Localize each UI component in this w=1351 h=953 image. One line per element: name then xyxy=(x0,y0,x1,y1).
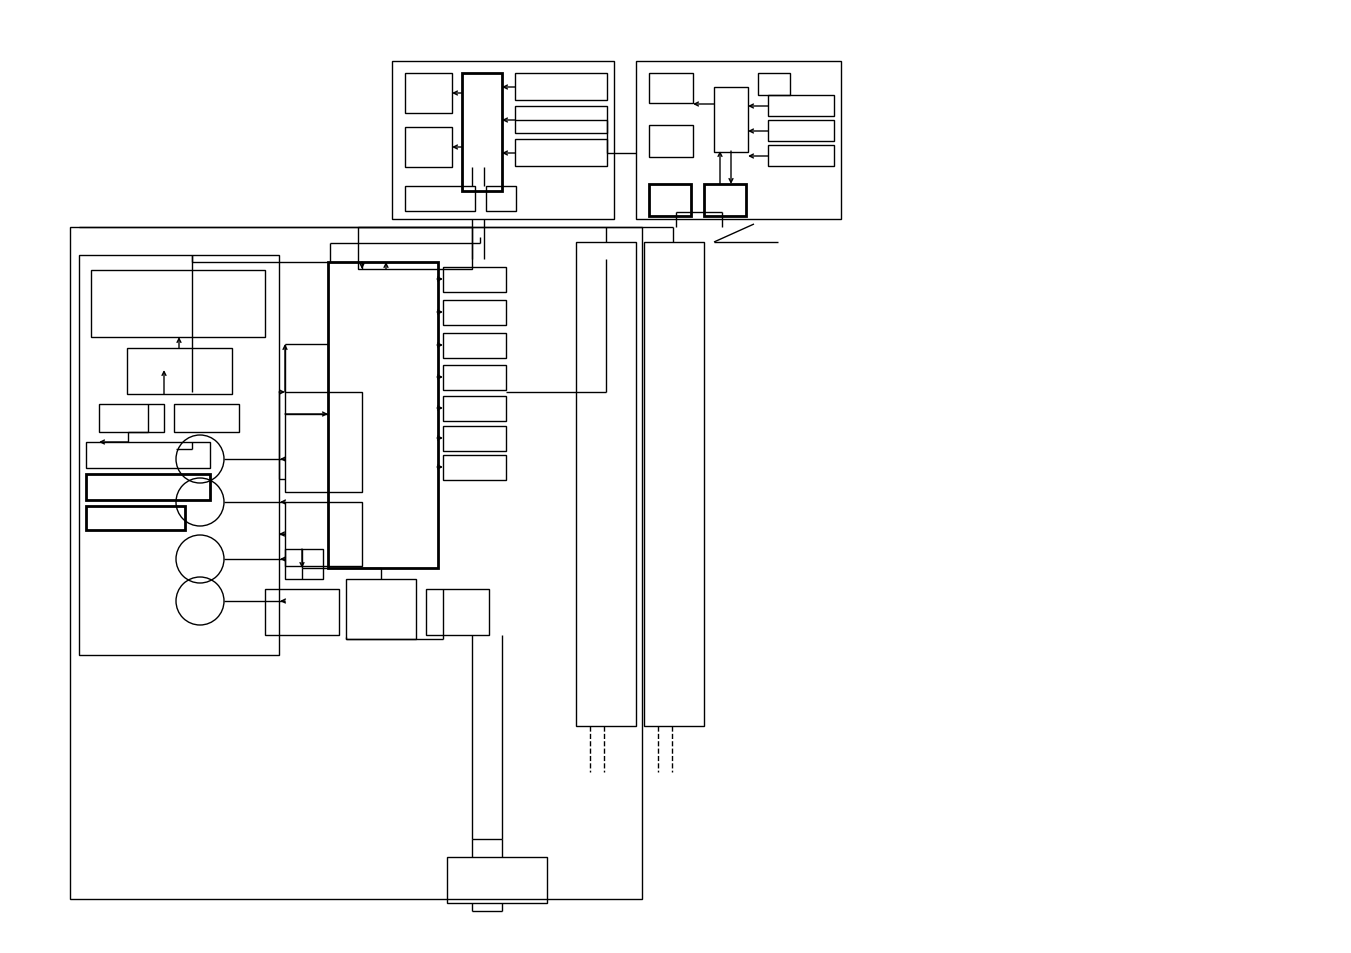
Bar xyxy=(447,857,547,903)
Bar xyxy=(648,126,693,158)
Bar xyxy=(443,334,507,358)
Bar xyxy=(127,349,232,395)
Bar xyxy=(713,88,748,152)
Bar xyxy=(405,128,453,168)
Bar xyxy=(174,405,239,433)
Bar xyxy=(767,96,834,117)
Bar xyxy=(285,393,362,493)
Bar xyxy=(636,62,842,220)
Bar xyxy=(767,121,834,142)
Bar xyxy=(285,502,362,566)
Bar xyxy=(648,74,693,104)
Bar xyxy=(392,62,613,220)
Bar xyxy=(486,187,516,212)
Bar xyxy=(443,427,507,452)
Bar xyxy=(515,74,607,101)
Bar xyxy=(358,228,471,270)
Bar xyxy=(576,243,636,726)
Bar xyxy=(99,405,163,433)
Bar xyxy=(443,456,507,480)
Bar xyxy=(515,140,607,167)
Bar xyxy=(704,185,746,216)
Bar xyxy=(86,442,209,469)
Bar xyxy=(443,268,507,293)
Bar xyxy=(91,271,265,337)
Bar xyxy=(346,579,416,639)
Bar xyxy=(443,396,507,421)
Bar xyxy=(405,187,476,212)
Bar xyxy=(644,243,704,726)
Bar xyxy=(515,107,607,133)
Bar xyxy=(265,589,339,636)
Bar xyxy=(78,255,280,656)
Bar xyxy=(86,475,209,500)
Bar xyxy=(70,228,642,899)
Bar xyxy=(328,263,438,568)
Bar xyxy=(405,74,453,113)
Bar xyxy=(758,74,790,96)
Bar xyxy=(426,589,489,636)
Bar xyxy=(443,301,507,326)
Bar xyxy=(285,550,323,579)
Bar xyxy=(86,506,185,531)
Bar xyxy=(767,146,834,167)
Bar xyxy=(443,366,507,391)
Bar xyxy=(462,74,503,192)
Bar xyxy=(648,185,690,216)
